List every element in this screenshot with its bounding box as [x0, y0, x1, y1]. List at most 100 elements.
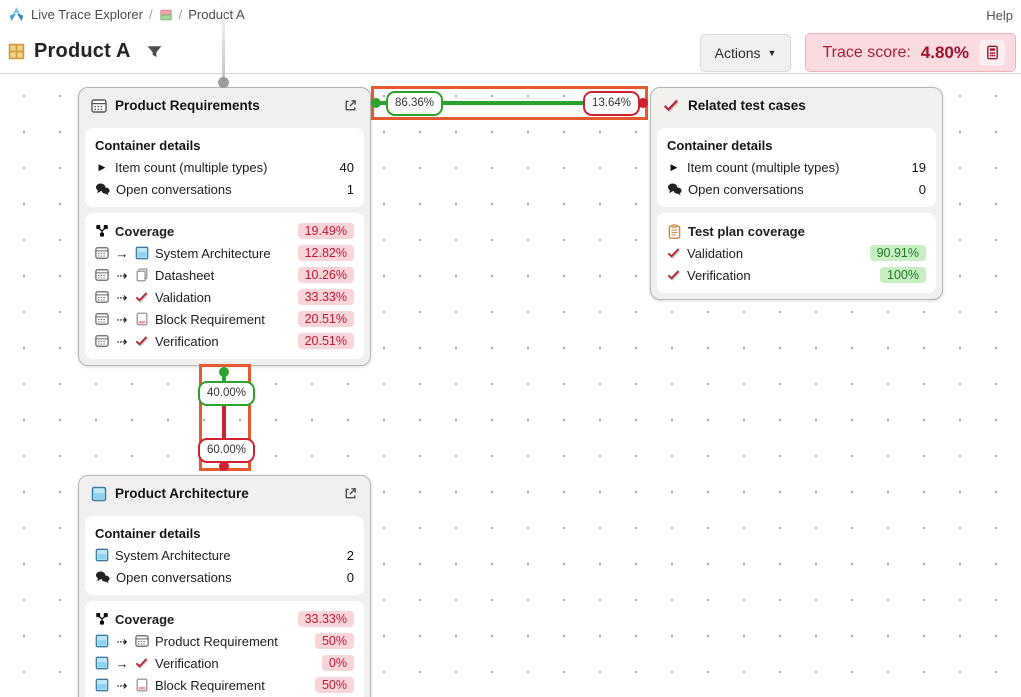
- trace-coverage-icon: [95, 612, 109, 626]
- breadcrumb-separator: /: [178, 7, 183, 22]
- card-title: Product Requirements: [115, 98, 260, 113]
- product-requirements-card[interactable]: Product Requirements Container details ▶…: [78, 87, 371, 366]
- system-architecture-icon: [135, 246, 149, 260]
- test-case-check-icon: [663, 97, 680, 114]
- coverage-row[interactable]: ⇢ Product Requirement 50%: [95, 630, 354, 652]
- indirect-relation-arrow-icon: ⇢: [116, 333, 128, 349]
- panel-heading: Container details: [95, 526, 201, 541]
- connector-start-dot: [371, 98, 381, 108]
- test-plan-icon: [667, 223, 682, 239]
- coverage-heading-row: Coverage 33.33%: [95, 608, 354, 630]
- coverage-row[interactable]: ⇢ Datasheet 10.26%: [95, 264, 354, 286]
- detail-row: Open conversations 0: [95, 566, 354, 588]
- test-case-check-icon: [135, 656, 149, 670]
- coverage-row[interactable]: → Verification 0%: [95, 652, 354, 674]
- component-icon[interactable]: [159, 8, 173, 22]
- indirect-relation-arrow-icon: ⇢: [116, 267, 128, 283]
- container-details-panel: Container details System Architecture 2 …: [85, 516, 364, 595]
- connector-end-dot: [638, 98, 648, 108]
- actions-button[interactable]: Actions ▼: [699, 33, 792, 72]
- panel-heading: Container details: [667, 138, 773, 153]
- parent-connector-dot[interactable]: [218, 77, 229, 88]
- open-in-new-icon[interactable]: [343, 486, 358, 501]
- toolbar: Live Trace Explorer / / Product A Help P…: [0, 0, 1021, 74]
- uncovered-percentage-label: 13.64%: [583, 91, 641, 116]
- system-architecture-icon: [95, 634, 109, 648]
- direct-relation-arrow-icon: →: [115, 655, 129, 671]
- coverage-row[interactable]: ⇢ Block Requirement 20.51%: [95, 308, 354, 330]
- breadcrumb: Live Trace Explorer / / Product A: [8, 6, 245, 23]
- help-link[interactable]: Help: [986, 8, 1013, 23]
- coverage-total-badge: 33.33%: [297, 611, 354, 627]
- detail-row: Open conversations 1: [95, 178, 354, 200]
- app-logo-icon: [8, 6, 25, 23]
- detail-row[interactable]: System Architecture 2: [95, 544, 354, 566]
- trace-score-badge: Trace score: 4.80%: [805, 33, 1016, 72]
- requirement-set-icon: [95, 312, 109, 326]
- datasheet-icon: [135, 268, 149, 282]
- open-in-new-icon[interactable]: [343, 98, 358, 113]
- expand-caret-icon[interactable]: ▶: [98, 161, 106, 172]
- coverage-row[interactable]: ⇢ Validation 33.33%: [95, 286, 354, 308]
- coverage-panel: Coverage 33.33% ⇢ Product Requirement 50…: [85, 601, 364, 697]
- test-case-check-icon: [135, 290, 149, 304]
- coverage-panel: Coverage 19.49% → System Architecture 12…: [85, 213, 364, 359]
- trace-score-label: Trace score:: [822, 43, 911, 61]
- panel-heading: Container details: [95, 138, 201, 153]
- system-architecture-icon: [95, 548, 109, 562]
- breadcrumb-separator: /: [149, 7, 153, 22]
- page-title: Product A: [34, 40, 131, 62]
- related-test-cases-card[interactable]: Related test cases Container details ▶ I…: [650, 87, 943, 300]
- requirement-set-icon: [95, 268, 109, 282]
- system-architecture-icon: [91, 486, 107, 502]
- requirement-set-icon: [135, 634, 149, 648]
- indirect-relation-arrow-icon: ⇢: [116, 311, 128, 327]
- coverage-row[interactable]: ⇢ Verification 20.51%: [95, 330, 354, 352]
- detail-row[interactable]: ▶ Item count (multiple types) 19: [667, 156, 926, 178]
- coverage-row[interactable]: ⇢ Block Requirement 50%: [95, 674, 354, 696]
- filter-icon[interactable]: [146, 43, 163, 60]
- breadcrumb-current: Product A: [188, 7, 245, 22]
- requirement-set-icon: [95, 334, 109, 348]
- requirement-set-icon: [91, 98, 107, 114]
- expand-caret-icon[interactable]: ▶: [670, 161, 678, 172]
- requirement-set-icon: [95, 246, 109, 260]
- coverage-heading-row: Test plan coverage: [667, 220, 926, 242]
- coverage-heading-row: Coverage 19.49%: [95, 220, 354, 242]
- indirect-relation-arrow-icon: ⇢: [116, 677, 128, 693]
- detail-row[interactable]: ▶ Item count (multiple types) 40: [95, 156, 354, 178]
- product-architecture-card[interactable]: Product Architecture Container details S…: [78, 475, 371, 697]
- container-details-panel: Container details ▶ Item count (multiple…: [85, 128, 364, 207]
- coverage-row[interactable]: Verification 100%: [667, 264, 926, 286]
- connector-end-dot: [219, 461, 229, 471]
- direct-relation-arrow-icon: →: [115, 245, 129, 261]
- covered-percentage-label: 40.00%: [198, 381, 256, 406]
- test-case-check-icon: [135, 334, 149, 348]
- coverage-row[interactable]: → System Architecture 12.82%: [95, 242, 354, 264]
- coverage-total-badge: 19.49%: [297, 223, 354, 239]
- trace-coverage-icon: [95, 224, 109, 238]
- test-case-check-icon: [667, 246, 681, 260]
- test-plan-coverage-panel: Test plan coverage Validation 90.91% Ver…: [657, 213, 936, 293]
- conversations-icon: [667, 182, 682, 197]
- conversations-icon: [95, 570, 110, 585]
- system-architecture-icon: [95, 678, 109, 692]
- calculator-icon[interactable]: [979, 39, 1005, 66]
- covered-segment: [222, 374, 226, 384]
- card-title: Product Architecture: [115, 486, 249, 501]
- covered-percentage-label: 86.36%: [386, 91, 444, 116]
- detail-row: Open conversations 0: [667, 178, 926, 200]
- connector-start-dot: [219, 367, 229, 377]
- covered-segment: [375, 101, 590, 105]
- uncovered-percentage-label: 60.00%: [198, 438, 256, 463]
- breadcrumb-app-link[interactable]: Live Trace Explorer: [31, 7, 143, 22]
- conversations-icon: [95, 182, 110, 197]
- component-grid-icon: [8, 43, 25, 60]
- requirement-set-icon: [95, 290, 109, 304]
- indirect-relation-arrow-icon: ⇢: [116, 633, 128, 649]
- coverage-row[interactable]: Validation 90.91%: [667, 242, 926, 264]
- system-architecture-icon: [95, 656, 109, 670]
- uncovered-segment: [222, 403, 226, 439]
- indirect-relation-arrow-icon: ⇢: [116, 289, 128, 305]
- block-requirement-icon: [135, 678, 149, 692]
